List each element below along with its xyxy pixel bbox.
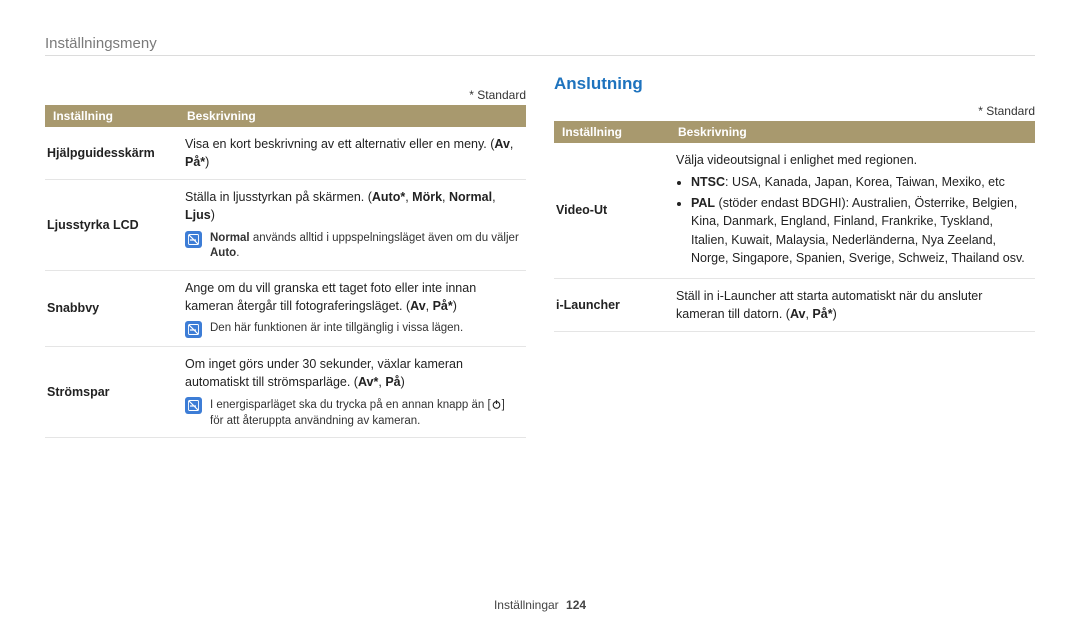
header-setting: Inställning xyxy=(554,121,670,143)
row-brightness: Ljusstyrka LCD Ställa in ljusstyrkan på … xyxy=(45,180,526,270)
page-title: Inställningsmeny xyxy=(45,35,1035,56)
powersave-note-text: I energisparläget ska du trycka på en an… xyxy=(210,397,520,429)
row-video-out: Video-Ut Välja videoutsignal i enlighet … xyxy=(554,143,1035,278)
header-description: Beskrivning xyxy=(179,105,526,127)
table-header-row: Inställning Beskrivning xyxy=(45,105,526,127)
settings-table-right: Inställning Beskrivning Video-Ut Välja v… xyxy=(554,121,1035,332)
standard-note-right: * Standard xyxy=(554,104,1035,118)
label-ilauncher: i-Launcher xyxy=(554,278,670,331)
header-setting: Inställning xyxy=(45,105,179,127)
row-ilauncher: i-Launcher Ställ in i-Launcher att start… xyxy=(554,278,1035,331)
label-quickview: Snabbvy xyxy=(45,270,179,346)
bullet-ntsc: NTSC: USA, Kanada, Japan, Korea, Taiwan,… xyxy=(691,173,1029,191)
right-column: Anslutning * Standard Inställning Beskri… xyxy=(554,66,1035,438)
label-powersave: Strömspar xyxy=(45,346,179,437)
label-help: Hjälpguidesskärm xyxy=(45,127,179,180)
bullet-pal: PAL (stöder endast BDGHI): Australien, Ö… xyxy=(691,194,1029,267)
desc-video-out: Välja videoutsignal i enlighet med regio… xyxy=(670,143,1035,278)
quickview-note-row: Den här funktionen är inte tillgänglig i… xyxy=(185,321,520,338)
row-powersave: Strömspar Om inget görs under 30 sekunde… xyxy=(45,346,526,437)
row-quickview: Snabbvy Ange om du vill granska ett tage… xyxy=(45,270,526,346)
table-header-row: Inställning Beskrivning xyxy=(554,121,1035,143)
label-brightness: Ljusstyrka LCD xyxy=(45,180,179,270)
video-bullets: NTSC: USA, Kanada, Japan, Korea, Taiwan,… xyxy=(676,173,1029,267)
footer-page-num: 124 xyxy=(566,598,586,612)
row-help: Hjälpguidesskärm Visa en kort beskrivnin… xyxy=(45,127,526,180)
brightness-note-row: Normal används alltid i uppspelningsläge… xyxy=(185,231,520,262)
footer-label: Inställningar xyxy=(494,598,559,612)
label-video-out: Video-Ut xyxy=(554,143,670,278)
powersave-note-row: I energisparläget ska du trycka på en an… xyxy=(185,397,520,429)
quickview-note-text: Den här funktionen är inte tillgänglig i… xyxy=(210,321,463,337)
page-container: Inställningsmeny * Standard Inställning … xyxy=(0,0,1080,630)
desc-ilauncher: Ställ in i-Launcher att starta automatis… xyxy=(670,278,1035,331)
desc-help: Visa en kort beskrivning av ett alternat… xyxy=(179,127,526,180)
desc-powersave: Om inget görs under 30 sekunder, växlar … xyxy=(179,346,526,437)
desc-brightness: Ställa in ljusstyrkan på skärmen. (Auto*… xyxy=(179,180,526,270)
header-description: Beskrivning xyxy=(670,121,1035,143)
heading-connection: Anslutning xyxy=(554,74,1035,94)
info-icon xyxy=(185,397,202,414)
info-icon xyxy=(185,321,202,338)
standard-note-left: * Standard xyxy=(45,88,526,102)
settings-table-left: Inställning Beskrivning Hjälpguidesskärm… xyxy=(45,105,526,438)
brightness-note-text: Normal används alltid i uppspelningsläge… xyxy=(210,231,520,262)
desc-quickview: Ange om du vill granska ett taget foto e… xyxy=(179,270,526,346)
left-column: * Standard Inställning Beskrivning Hjälp… xyxy=(45,66,526,438)
footer: Inställningar 124 xyxy=(0,598,1080,612)
info-icon xyxy=(185,231,202,248)
power-icon xyxy=(491,399,502,411)
columns: * Standard Inställning Beskrivning Hjälp… xyxy=(45,66,1035,438)
